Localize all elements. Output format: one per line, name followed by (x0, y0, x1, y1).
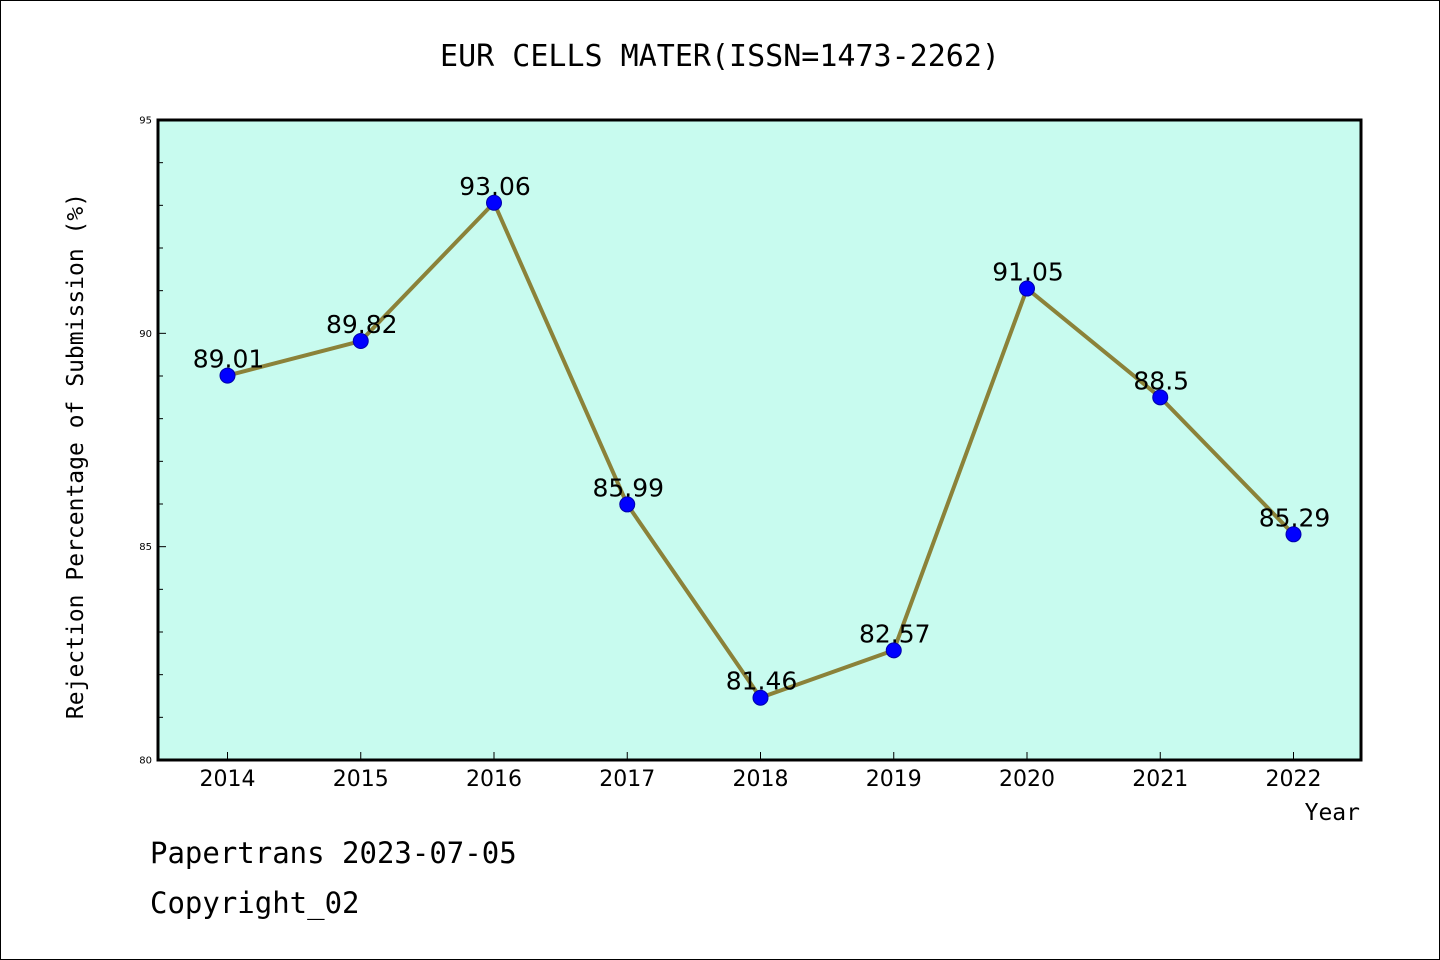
data-label: 88.5 (1133, 366, 1189, 395)
data-point (219, 367, 236, 384)
x-tick-label: 2014 (200, 767, 256, 792)
plot-area (158, 120, 1361, 760)
data-label: 89.82 (326, 310, 398, 339)
x-axis-label: Year (1305, 800, 1360, 826)
data-point (619, 496, 636, 513)
y-axis-label: Rejection Percentage of Submission (%) (63, 193, 89, 719)
y-tick-label: 90 (139, 329, 152, 340)
y-tick-label: 85 (139, 542, 152, 553)
data-label: 89.01 (193, 345, 265, 374)
data-label: 85.99 (592, 473, 664, 502)
x-tick-label: 2015 (333, 767, 389, 792)
data-point (1285, 526, 1302, 543)
x-tick-label: 2022 (1266, 767, 1322, 792)
x-tick-label: 2017 (599, 767, 655, 792)
footer-copyright: Copyright_02 (150, 886, 360, 920)
data-point (352, 333, 369, 350)
y-tick-label: 95 (139, 116, 152, 127)
data-point (1019, 280, 1035, 297)
data-label: 85.29 (1259, 503, 1331, 532)
chart-title: EUR CELLS MATER(ISSN=1473-2262) (440, 39, 1000, 74)
y-tick-label: 80 (139, 756, 152, 767)
data-label: 81.46 (726, 667, 798, 696)
data-label: 91.05 (992, 258, 1064, 287)
x-tick-label: 2019 (866, 767, 922, 792)
x-tick-label: 2020 (999, 767, 1055, 792)
data-point (486, 194, 502, 211)
data-label: 93.06 (459, 172, 531, 201)
data-label: 82.57 (859, 619, 931, 648)
footer-author-date: Papertrans 2023-07-05 (150, 836, 517, 870)
data-point (885, 642, 902, 659)
data-point (1152, 389, 1169, 406)
x-tick-label: 2016 (466, 767, 522, 792)
x-tick-label: 2021 (1132, 767, 1188, 792)
plot-border (156, 118, 1363, 762)
data-point (752, 689, 769, 706)
x-tick-label: 2018 (733, 767, 789, 792)
